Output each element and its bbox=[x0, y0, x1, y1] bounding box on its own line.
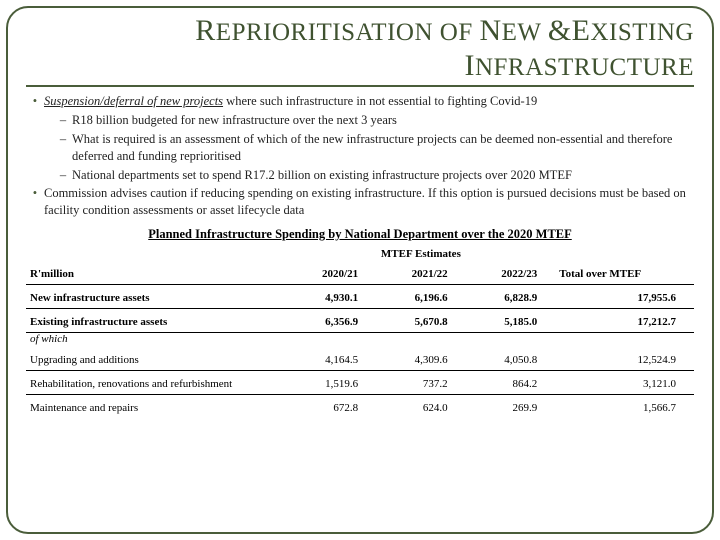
table-cell: 3,121.0 bbox=[555, 371, 694, 395]
table-cell: of which bbox=[26, 333, 287, 348]
table-cell: 12,524.9 bbox=[555, 347, 694, 371]
bullet-lead: Suspension/deferral of new projects bbox=[44, 94, 223, 108]
sub-bullet-item: – National departments set to spend R17.… bbox=[54, 167, 694, 184]
bullet-text: National departments set to spend R17.2 … bbox=[72, 167, 572, 184]
title-word: XISTING bbox=[591, 19, 695, 46]
bullet-marker: • bbox=[26, 93, 44, 110]
table-cell: 1,566.7 bbox=[555, 395, 694, 419]
title-word: R bbox=[195, 14, 216, 47]
sub-bullet-item: – R18 billion budgeted for new infrastru… bbox=[54, 112, 694, 129]
table-header-row: R'million 2020/21 2021/22 2022/23 Total … bbox=[26, 264, 694, 285]
table-cell: New infrastructure assets bbox=[26, 285, 287, 309]
table-cell: 672.8 bbox=[287, 395, 377, 419]
bullet-item: • Suspension/deferral of new projects wh… bbox=[26, 93, 694, 110]
bullet-item: • Commission advises caution if reducing… bbox=[26, 185, 694, 219]
table-header-row: MTEF Estimates bbox=[26, 244, 694, 264]
table-cell: 624.0 bbox=[376, 395, 466, 419]
table-cell: 17,955.6 bbox=[555, 285, 694, 309]
bullet-list: • Suspension/deferral of new projects wh… bbox=[26, 93, 694, 219]
title-word: N bbox=[479, 14, 501, 47]
table-cell: 1,519.6 bbox=[287, 371, 377, 395]
table-cell: 6,196.6 bbox=[376, 285, 466, 309]
title-word: NFRASTRUCTURE bbox=[475, 54, 694, 81]
title-word: EPRIORITISATION bbox=[216, 19, 433, 46]
bullet-marker: – bbox=[54, 131, 72, 165]
bullet-text: where such infrastructure in not essenti… bbox=[223, 94, 537, 108]
table-cell: Existing infrastructure assets bbox=[26, 309, 287, 333]
table-cell: Upgrading and additions bbox=[26, 347, 287, 371]
bullet-text: Commission advises caution if reducing s… bbox=[44, 185, 694, 219]
table-cell: 6,356.9 bbox=[287, 309, 377, 333]
infrastructure-table: MTEF Estimates R'million 2020/21 2021/22… bbox=[26, 244, 694, 418]
table-cell: 5,185.0 bbox=[466, 309, 556, 333]
title-word: & bbox=[548, 14, 572, 47]
page-title: REPRIORITISATION OF NEW &EXISTING INFRAS… bbox=[26, 14, 694, 87]
table-cell: 269.9 bbox=[466, 395, 556, 419]
table-header-group: MTEF Estimates bbox=[287, 244, 556, 264]
table-header-cell: 2021/22 bbox=[376, 264, 466, 285]
table-header-cell: R'million bbox=[26, 264, 287, 285]
bullet-text: R18 billion budgeted for new infrastruct… bbox=[72, 112, 397, 129]
title-word: E bbox=[572, 14, 591, 47]
table-cell: Rehabilitation, renovations and refurbis… bbox=[26, 371, 287, 395]
table-cell: 6,828.9 bbox=[466, 285, 556, 309]
table-cell: 17,212.7 bbox=[555, 309, 694, 333]
table-row: of which bbox=[26, 333, 694, 348]
table-row: Maintenance and repairs 672.8 624.0 269.… bbox=[26, 395, 694, 419]
table-header-cell: 2020/21 bbox=[287, 264, 377, 285]
table-cell: 4,930.1 bbox=[287, 285, 377, 309]
table-cell: 737.2 bbox=[376, 371, 466, 395]
table-cell: 4,164.5 bbox=[287, 347, 377, 371]
table-row: Upgrading and additions 4,164.5 4,309.6 … bbox=[26, 347, 694, 371]
table-row: Rehabilitation, renovations and refurbis… bbox=[26, 371, 694, 395]
bullet-text: What is required is an assessment of whi… bbox=[72, 131, 694, 165]
table-title: Planned Infrastructure Spending by Natio… bbox=[26, 227, 694, 242]
table-row: New infrastructure assets 4,930.1 6,196.… bbox=[26, 285, 694, 309]
table-cell: 4,309.6 bbox=[376, 347, 466, 371]
bullet-marker: – bbox=[54, 112, 72, 129]
table-cell: 5,670.8 bbox=[376, 309, 466, 333]
table-cell: Maintenance and repairs bbox=[26, 395, 287, 419]
table-cell: 4,050.8 bbox=[466, 347, 556, 371]
slide-content: REPRIORITISATION OF NEW &EXISTING INFRAS… bbox=[0, 0, 720, 540]
table-row: Existing infrastructure assets 6,356.9 5… bbox=[26, 309, 694, 333]
table-header-cell: Total over MTEF bbox=[555, 264, 694, 285]
title-word: OF bbox=[440, 19, 473, 46]
sub-bullet-item: – What is required is an assessment of w… bbox=[54, 131, 694, 165]
table-cell: 864.2 bbox=[466, 371, 556, 395]
bullet-marker: • bbox=[26, 185, 44, 219]
title-word: I bbox=[464, 49, 475, 82]
title-word: EW bbox=[502, 19, 541, 46]
table-header-cell: 2022/23 bbox=[466, 264, 556, 285]
bullet-marker: – bbox=[54, 167, 72, 184]
